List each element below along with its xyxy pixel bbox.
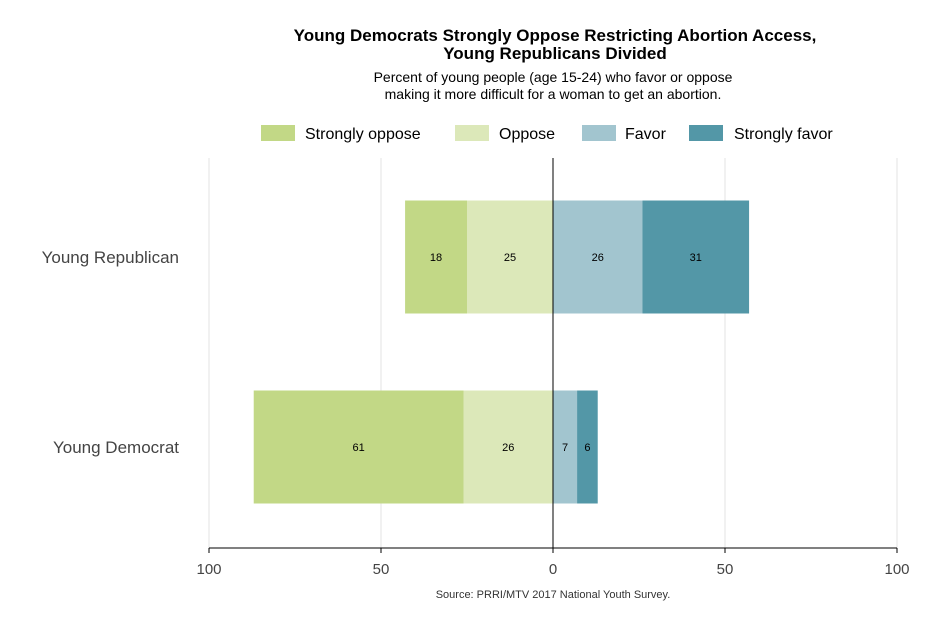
legend-swatch-oppose bbox=[455, 125, 489, 141]
chart-title-line-2: Young Republicans Divided bbox=[443, 44, 667, 63]
x-tick-label-3: 50 bbox=[717, 561, 734, 578]
chart-legend: Strongly oppose Oppose Favor Strongly favor bbox=[261, 125, 833, 143]
bar-young-democrat-oppose bbox=[463, 390, 553, 504]
legend-swatch-strongly-oppose bbox=[261, 125, 295, 141]
chart-bars: 25 18 26 31 26 61 7 6 bbox=[253, 158, 750, 548]
data-label-young-republican-oppose: 25 bbox=[504, 252, 516, 264]
legend-label-oppose: Oppose bbox=[499, 126, 555, 143]
chart-source: Source: PRRI/MTV 2017 National Youth Sur… bbox=[436, 589, 671, 601]
bar-young-republican-strongly-oppose bbox=[405, 200, 467, 314]
bar-young-republican-favor bbox=[553, 200, 643, 314]
x-tick-label-4: 100 bbox=[884, 561, 909, 578]
bar-young-democrat-strongly-oppose bbox=[253, 390, 464, 504]
bar-young-democrat-strongly-favor bbox=[577, 390, 598, 504]
bar-young-democrat-favor bbox=[553, 390, 578, 504]
chart-subtitle-line-1: Percent of young people (age 15-24) who … bbox=[374, 69, 733, 85]
x-axis: 100 50 0 50 100 bbox=[196, 547, 910, 578]
x-tick-label-0: 100 bbox=[196, 561, 221, 578]
x-tick-label-2: 0 bbox=[549, 561, 557, 578]
x-tick-label-1: 50 bbox=[373, 561, 390, 578]
category-label-young-republican: Young Republican bbox=[42, 248, 179, 267]
legend-swatch-favor bbox=[582, 125, 616, 141]
data-label-young-democrat-favor: 7 bbox=[562, 442, 568, 454]
data-label-young-republican-strongly-oppose: 18 bbox=[430, 252, 442, 264]
category-label-young-democrat: Young Democrat bbox=[53, 438, 179, 457]
bar-young-republican-oppose bbox=[467, 200, 553, 314]
legend-label-favor: Favor bbox=[625, 126, 667, 143]
data-label-young-republican-strongly-favor: 31 bbox=[690, 252, 702, 264]
chart-titles: Young Democrats Strongly Oppose Restrict… bbox=[294, 26, 817, 102]
data-label-young-democrat-strongly-oppose: 61 bbox=[353, 442, 365, 454]
category-labels: Young Republican Young Democrat bbox=[42, 248, 180, 457]
legend-label-strongly-favor: Strongly favor bbox=[734, 126, 833, 143]
legend-label-strongly-oppose: Strongly oppose bbox=[305, 126, 421, 143]
data-label-young-democrat-strongly-favor: 6 bbox=[584, 442, 590, 454]
chart-title-line-1: Young Democrats Strongly Oppose Restrict… bbox=[294, 26, 817, 45]
data-label-young-republican-favor: 26 bbox=[592, 252, 604, 264]
bar-young-republican-strongly-favor bbox=[642, 200, 750, 314]
chart-subtitle-line-2: making it more difficult for a woman to … bbox=[385, 86, 722, 102]
data-label-young-democrat-oppose: 26 bbox=[502, 442, 514, 454]
legend-swatch-strongly-favor bbox=[689, 125, 723, 141]
